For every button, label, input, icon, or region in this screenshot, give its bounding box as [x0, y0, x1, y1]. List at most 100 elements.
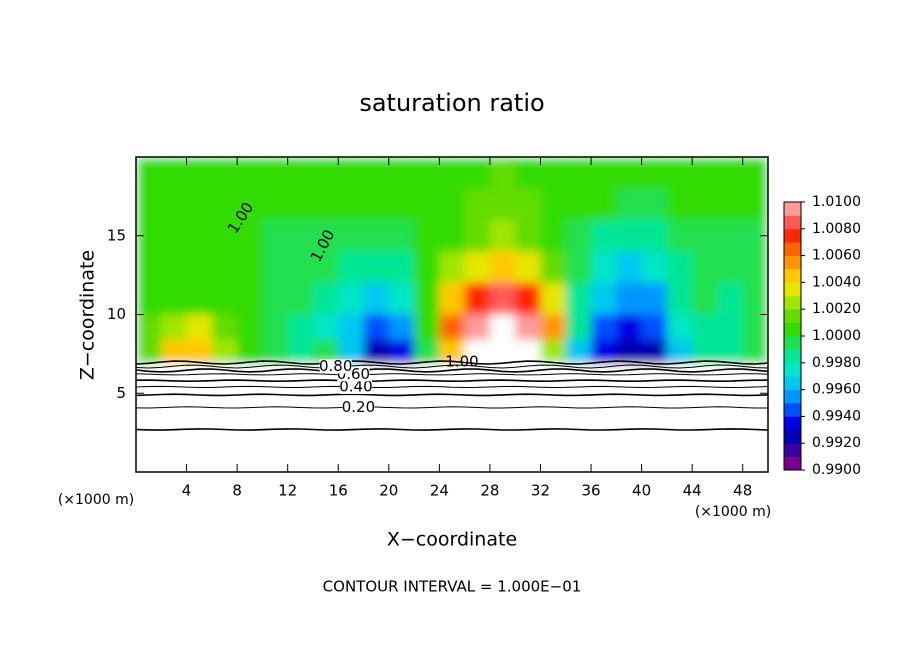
field-cell [717, 424, 744, 472]
field-cell [464, 220, 491, 252]
colorbar-tick-label: 1.0100 [812, 194, 861, 210]
field-cell [616, 424, 643, 472]
x-tick-label: 44 [683, 482, 702, 500]
field-cell [136, 424, 162, 472]
field-cell [591, 339, 617, 364]
field-cell [439, 283, 466, 315]
contour-line [136, 373, 768, 376]
field-cell [717, 314, 744, 341]
field-cell [742, 393, 768, 426]
field-cell [565, 220, 592, 252]
field-cell [186, 188, 213, 221]
field-cell [515, 314, 541, 341]
field-cell [161, 283, 188, 315]
field-cell [338, 251, 365, 284]
field-cell [237, 363, 263, 394]
colorbar-swatch [784, 376, 801, 390]
field-cell [312, 283, 339, 315]
field-cell [464, 314, 491, 341]
field-cell [312, 188, 339, 221]
colorbar-swatch [784, 309, 801, 323]
field-cell [136, 251, 162, 284]
field-cell [692, 363, 718, 394]
field-cell [414, 393, 440, 426]
field-cell [186, 157, 213, 189]
field-cell [641, 251, 668, 284]
field-cell [439, 314, 466, 341]
field-cell [464, 339, 491, 364]
field-cell [540, 220, 567, 252]
field-cell [641, 393, 668, 426]
x-tick-label: 24 [430, 482, 449, 500]
field-cell [439, 424, 466, 472]
field-cell [312, 251, 339, 284]
field-cell [742, 363, 768, 394]
field-cell [136, 157, 162, 189]
field-cell [616, 157, 643, 189]
field-cell [363, 424, 390, 472]
field-cell [237, 393, 263, 426]
x-axis-label: X−coordinate [387, 529, 517, 551]
field-cell [237, 157, 263, 189]
field-cell [363, 283, 390, 315]
field-cell [186, 251, 213, 284]
field-cell [388, 157, 415, 189]
field-cell [388, 188, 415, 221]
contour-label: 1.00 [445, 353, 478, 371]
contour-line [136, 393, 768, 397]
colorbar-swatch [784, 295, 801, 310]
x-tick-label: 8 [232, 482, 242, 500]
field-cell [237, 251, 263, 284]
field-cell [515, 251, 541, 284]
field-cell [464, 188, 491, 221]
field-cell [439, 363, 466, 394]
field-cell [717, 188, 744, 221]
colorbar-swatch [784, 269, 801, 283]
field-cell [742, 339, 768, 364]
field-cell [666, 188, 693, 221]
field-cell [262, 157, 289, 189]
field-cell [565, 283, 592, 315]
field-cell [464, 283, 491, 315]
x-tick-label: 28 [480, 482, 499, 500]
field-cell [540, 314, 567, 341]
field-cell [414, 251, 440, 284]
field-cell [717, 339, 744, 364]
field-cell [237, 424, 263, 472]
field-cell [262, 363, 289, 394]
field-cell [388, 283, 415, 315]
colorbar-swatch [784, 416, 801, 431]
field-cell [742, 251, 768, 284]
field-cell [186, 314, 213, 341]
field-cell [262, 314, 289, 341]
colorbar-swatch [784, 255, 801, 270]
field-cell [717, 393, 744, 426]
colorbar-tick-label: 1.0060 [812, 248, 861, 264]
field-cell [717, 283, 744, 315]
field-cell [312, 393, 339, 426]
field-cell [186, 393, 213, 426]
field-cell [186, 283, 213, 315]
field-cell [565, 251, 592, 284]
colorbar-swatch [784, 443, 801, 457]
field-cell [616, 314, 643, 341]
colorbar-swatch [784, 429, 801, 444]
field-cell [287, 424, 314, 472]
field-cell [363, 314, 390, 341]
field-cell [363, 220, 390, 252]
colorbar-tick-label: 1.0020 [812, 301, 861, 317]
contour-line [136, 428, 768, 431]
field-cell [540, 251, 567, 284]
field-cell [136, 393, 162, 426]
field-cell [312, 220, 339, 252]
field-cell [464, 424, 491, 472]
field-cell [616, 188, 643, 221]
field-cell [312, 424, 339, 472]
field-cell [464, 251, 491, 284]
x-tick-label: 4 [182, 482, 192, 500]
contour-line [136, 368, 768, 373]
field-cell [591, 283, 617, 315]
field-cell [161, 188, 188, 221]
contour-label: 0.20 [342, 398, 375, 416]
field-cell [211, 363, 238, 394]
